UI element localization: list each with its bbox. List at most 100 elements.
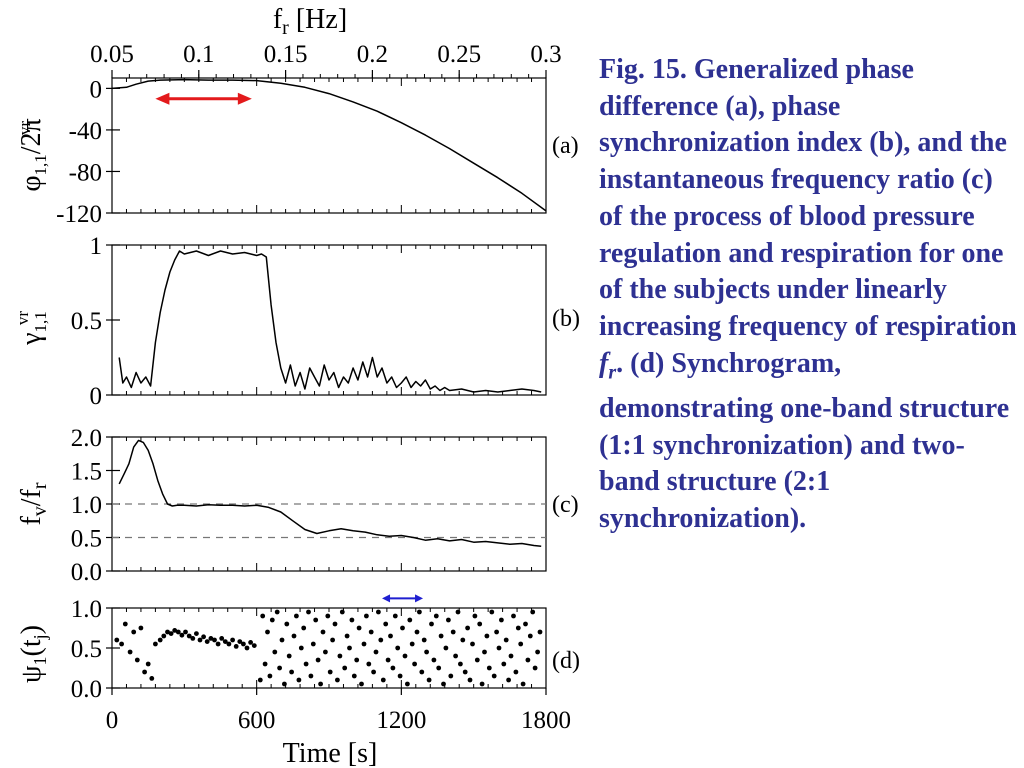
scatter-point bbox=[327, 669, 333, 675]
scatter-point bbox=[511, 613, 516, 619]
scatter-point bbox=[537, 629, 543, 635]
scatter-point bbox=[339, 609, 345, 615]
scatter-point bbox=[318, 681, 323, 687]
series-line bbox=[111, 78, 547, 212]
scatter-point bbox=[518, 641, 524, 647]
y-tick-label: 1.0 bbox=[71, 492, 102, 519]
figure: fr [Hz] 0.05 0.1 0.15 0.2 0.25 0.3 0 -40 -80 -12… bbox=[13, 4, 580, 768]
scatter-point bbox=[303, 661, 309, 667]
scatter-point bbox=[301, 625, 307, 631]
scatter-point bbox=[448, 673, 454, 679]
scatter-point bbox=[405, 681, 410, 687]
scatter-point bbox=[157, 637, 163, 643]
ylabel-c: fv/fr bbox=[16, 482, 51, 525]
scatter-point bbox=[265, 629, 270, 635]
scatter-point bbox=[291, 633, 297, 639]
scatter-point bbox=[347, 645, 352, 651]
scatter-point bbox=[414, 629, 420, 635]
scatter-point bbox=[201, 634, 207, 640]
scatter-point bbox=[284, 621, 290, 627]
scatter-point bbox=[371, 669, 376, 675]
figure-caption: Fig. 15. Generalized phase difference (a… bbox=[599, 52, 1019, 538]
scatter-point bbox=[441, 681, 446, 687]
scatter-point bbox=[277, 665, 282, 671]
panel-label-d: (d) bbox=[552, 648, 580, 674]
scatter-point bbox=[535, 649, 540, 655]
scatter-point bbox=[453, 653, 458, 659]
scatter-point bbox=[337, 653, 343, 659]
y-tick-label: 0.0 bbox=[71, 676, 102, 703]
scatter-point bbox=[241, 641, 246, 647]
scatter-point bbox=[470, 641, 475, 647]
scatter-point bbox=[134, 657, 140, 663]
scatter-point bbox=[479, 681, 485, 687]
scatter-point bbox=[482, 649, 487, 655]
scatter-point bbox=[433, 613, 439, 619]
scatter-point bbox=[332, 621, 338, 627]
scatter-point bbox=[262, 661, 268, 667]
scatter-point bbox=[204, 639, 210, 644]
scatter-point bbox=[183, 629, 188, 635]
scatter-point bbox=[153, 641, 158, 647]
scatter-point bbox=[508, 653, 514, 659]
plot-frame bbox=[111, 244, 547, 396]
scatter-point bbox=[458, 661, 463, 667]
scatter-point bbox=[351, 673, 357, 679]
scatter-point bbox=[364, 613, 369, 619]
scatter-point bbox=[354, 657, 360, 663]
scatter-point bbox=[179, 632, 185, 638]
scatter-point bbox=[131, 629, 137, 635]
scatter-point bbox=[419, 669, 425, 675]
bottom-tick-label: 600 bbox=[238, 707, 276, 734]
scatter-point bbox=[349, 617, 355, 623]
scatter-point bbox=[450, 629, 456, 635]
scatter-point bbox=[380, 677, 386, 683]
scatter-point bbox=[368, 629, 374, 635]
scatter-point bbox=[373, 649, 379, 655]
scatter-point bbox=[392, 613, 398, 619]
scatter-point bbox=[222, 639, 228, 644]
y-tick-label: 0.5 bbox=[71, 308, 102, 335]
scatter-point bbox=[279, 637, 285, 643]
top-axis: 0.05 0.1 0.15 0.2 0.25 0.3 bbox=[90, 41, 562, 78]
scatter-point bbox=[436, 665, 442, 671]
scatter-point bbox=[138, 625, 144, 631]
scatter-point bbox=[289, 669, 294, 675]
scatter-point bbox=[315, 657, 321, 663]
scatter-point bbox=[165, 629, 170, 635]
scatter-point bbox=[513, 669, 519, 675]
scatter-point bbox=[122, 621, 128, 627]
bottom-axis-label: Time [s] bbox=[283, 738, 378, 768]
scatter-point bbox=[142, 669, 148, 675]
ylabel-b: γ1,1 bbox=[16, 311, 50, 346]
arrow-head-left bbox=[155, 92, 170, 105]
y-tick-label: -120 bbox=[56, 201, 102, 228]
scatter-point bbox=[489, 609, 495, 615]
scatter-point bbox=[342, 665, 348, 671]
scatter-point bbox=[215, 641, 221, 647]
scatter-point bbox=[503, 637, 509, 643]
scatter-point bbox=[244, 645, 250, 651]
top-tick-label: 0.3 bbox=[530, 41, 561, 68]
y-tick-label: 2.0 bbox=[71, 425, 102, 452]
panel-label-a: (a) bbox=[552, 133, 579, 159]
scatter-point bbox=[460, 637, 466, 643]
scatter-point bbox=[282, 681, 287, 687]
caption-symbol-sub: r bbox=[608, 361, 617, 384]
scatter-point bbox=[251, 643, 257, 648]
scatter-point bbox=[172, 628, 178, 633]
series-line bbox=[118, 250, 542, 393]
scatter-point bbox=[194, 631, 199, 636]
scatter-point bbox=[237, 639, 243, 644]
bottom-axis: 0 600 1200 1800 bbox=[106, 688, 571, 734]
top-tick-label: 0.25 bbox=[437, 41, 481, 68]
scatter-point bbox=[496, 645, 502, 651]
scatter-point bbox=[426, 677, 432, 683]
bottom-tick-label: 0 bbox=[106, 707, 119, 734]
top-tick-label: 0.1 bbox=[183, 41, 214, 68]
scatter-point bbox=[119, 641, 124, 647]
panel-a: 0 -40 -80 -120 bbox=[56, 76, 547, 228]
scatter-point bbox=[402, 653, 408, 659]
scatter-point bbox=[212, 637, 217, 643]
scatter-point bbox=[274, 609, 280, 615]
